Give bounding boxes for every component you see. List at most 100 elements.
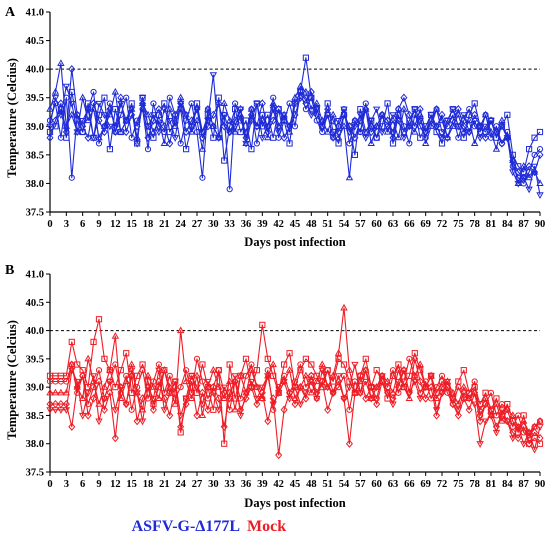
data-point-diamond <box>329 116 337 125</box>
data-point-diamond <box>498 139 506 148</box>
data-point-diamond <box>122 127 130 137</box>
data-point-diamond <box>329 388 337 397</box>
data-point-triangle-down <box>100 112 109 120</box>
data-point-triangle-up <box>215 133 223 141</box>
data-point-diamond <box>68 64 76 74</box>
data-point-diamond <box>269 116 277 125</box>
data-point-triangle-down <box>323 384 332 392</box>
data-point-triangle-down <box>449 106 457 114</box>
data-point-diamond <box>111 433 119 443</box>
data-point-diamond <box>62 127 70 137</box>
data-point-triangle-up <box>269 360 277 368</box>
data-point-diamond <box>324 104 332 114</box>
series-b-triangle-up <box>46 303 544 435</box>
data-point-triangle-up <box>285 127 294 135</box>
data-point-triangle-down <box>509 169 517 177</box>
data-point-triangle-down <box>149 112 158 120</box>
data-point-triangle-up <box>198 411 207 419</box>
data-point-square <box>373 134 380 141</box>
x-tick-label-a: 24 <box>175 219 186 230</box>
data-point-diamond <box>318 122 326 131</box>
data-point-triangle-up <box>242 139 250 147</box>
data-point-triangle-down <box>193 106 201 114</box>
data-point-triangle-down <box>525 429 533 437</box>
data-point-triangle-down <box>187 373 196 380</box>
data-point-diamond <box>416 377 424 386</box>
data-point-diamond <box>525 162 533 171</box>
data-point-triangle-up <box>149 127 158 135</box>
data-point-square <box>221 440 228 447</box>
data-point-circle <box>128 134 135 141</box>
data-point-triangle-down <box>356 390 365 397</box>
data-point-diamond <box>482 133 490 142</box>
data-point-diamond <box>356 371 364 380</box>
panel-label-a: A <box>5 5 16 20</box>
data-point-triangle-down <box>274 129 283 137</box>
data-point-triangle-up <box>351 116 359 124</box>
data-point-diamond <box>443 382 451 392</box>
data-point-triangle-up <box>182 377 190 385</box>
data-point-triangle-up <box>280 377 288 385</box>
data-point-triangle-down <box>362 135 370 142</box>
data-point-triangle-down <box>334 373 343 380</box>
data-point-diamond <box>57 399 65 409</box>
x-tick-label-a: 57 <box>355 219 366 230</box>
data-point-diamond <box>144 133 152 142</box>
data-point-diamond <box>509 428 517 437</box>
x-tick-label-b: 6 <box>80 479 85 490</box>
data-point-triangle-down <box>476 135 484 142</box>
series-line-a <box>49 91 541 190</box>
data-point-diamond <box>84 133 92 142</box>
x-tick-label-a: 0 <box>47 219 52 230</box>
data-point-square <box>324 367 331 374</box>
data-point-square <box>373 367 380 374</box>
data-point-diamond <box>171 382 179 392</box>
data-point-triangle-down <box>400 135 408 142</box>
data-point-triangle-down <box>514 424 522 431</box>
x-tick-label-a: 54 <box>339 219 350 230</box>
x-tick-label-a: 21 <box>159 219 170 230</box>
data-point-triangle-up <box>367 139 375 147</box>
x-tick-label-a: 48 <box>306 219 317 230</box>
data-point-triangle-up <box>78 394 87 402</box>
data-point-triangle-up <box>498 416 506 424</box>
data-point-triangle-up <box>334 133 343 141</box>
data-point-triangle-up <box>111 332 120 339</box>
data-point-triangle-up <box>460 127 468 135</box>
x-tick-label-b: 15 <box>126 479 137 490</box>
data-point-square <box>101 94 108 101</box>
data-point-diamond <box>247 382 255 392</box>
data-point-diamond <box>536 433 544 443</box>
data-point-diamond <box>73 382 81 392</box>
data-point-triangle-up <box>318 360 326 368</box>
data-point-triangle-up <box>231 127 239 135</box>
data-point-triangle-down <box>236 106 245 114</box>
data-point-diamond <box>378 110 386 120</box>
data-point-triangle-up <box>187 394 196 402</box>
data-point-triangle-down <box>427 112 435 120</box>
y-tick-label-b: 39.0 <box>26 383 44 394</box>
data-point-triangle-up <box>51 87 60 95</box>
data-point-diamond <box>460 394 468 403</box>
data-point-triangle-up <box>73 127 81 135</box>
data-point-triangle-up <box>160 139 169 147</box>
x-tick-label-a: 69 <box>420 219 431 230</box>
data-point-diamond <box>531 428 539 437</box>
data-point-triangle-up <box>514 422 522 430</box>
data-point-triangle-up <box>313 377 321 385</box>
data-point-triangle-up <box>503 405 512 413</box>
data-point-triangle-down <box>95 418 103 426</box>
data-point-triangle-up <box>187 127 196 135</box>
data-point-diamond <box>139 394 147 403</box>
data-point-diamond <box>133 122 141 131</box>
data-point-triangle-up <box>372 382 381 390</box>
data-point-triangle-up <box>117 127 125 135</box>
data-point-square <box>90 338 97 345</box>
data-point-diamond <box>204 122 212 131</box>
data-point-circle <box>346 406 353 413</box>
data-point-triangle-down <box>296 401 305 409</box>
data-point-triangle-down <box>225 129 234 137</box>
data-point-triangle-down <box>280 378 288 386</box>
data-point-diamond <box>291 399 299 409</box>
data-point-circle <box>226 186 233 193</box>
